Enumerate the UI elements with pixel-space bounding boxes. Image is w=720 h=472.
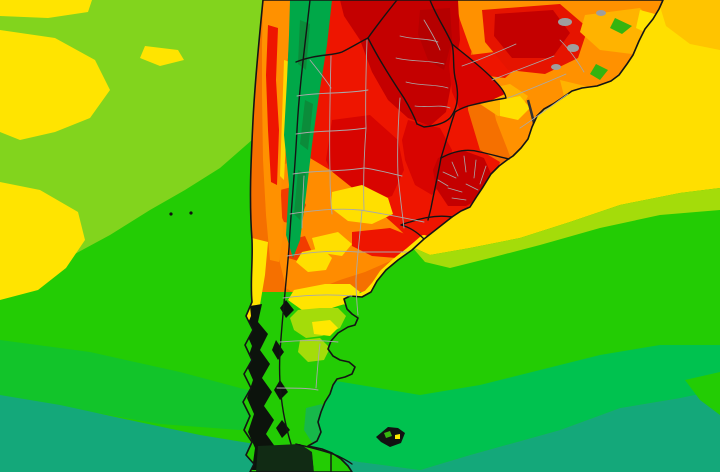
pacific-island-dot-west: [169, 212, 173, 216]
brazil-dark-red-core: [494, 10, 570, 58]
brazil-mesh-1: [461, 43, 517, 67]
brazil-mesh-4: [519, 93, 569, 129]
misiones-red: [449, 44, 505, 110]
tierra-del-fuego-green: [312, 450, 352, 472]
paraguay-mesh-1: [399, 35, 439, 43]
brazil-green-speck-2: [610, 18, 632, 34]
border-layer: [242, 0, 664, 472]
brazil-urban-gray-3: [551, 64, 561, 70]
border-bolivia-paraguay: [367, 0, 398, 39]
falklands-yellow-speck: [395, 434, 400, 439]
falkland-islands: [376, 427, 405, 447]
la-pampa-yellow-patch: [296, 248, 332, 272]
tierra-del-fuego-dark: [256, 444, 314, 472]
pacific-island-dot-east: [189, 211, 193, 215]
border-chile-argentina: [278, 0, 311, 445]
south-teal-zone: [0, 390, 720, 472]
rio-de-la-plata-shores: [400, 215, 453, 240]
falklands-landmass: [376, 427, 405, 447]
argentina-province-borders: [276, 39, 425, 391]
southern-andes-dark-icefields: [245, 304, 276, 470]
chubut-chartreuse-patch: [298, 338, 330, 362]
atacama-red-core: [266, 25, 279, 185]
pacific-yellow-patch-north: [0, 30, 110, 140]
uruguay-mesh: [437, 155, 487, 201]
paraguay-mesh-5: [423, 19, 441, 51]
border-argentina-bolivia: [295, 37, 369, 63]
border-argentina-brazil-misiones: [440, 43, 507, 159]
pacific-yellow-strip-top: [0, 0, 92, 18]
patagonia-yellow-speck: [312, 320, 338, 336]
uruguay-department-borders: [437, 155, 487, 201]
andes-dark-green-streak-2: [300, 100, 313, 150]
teal-zone-bright-wedge: [685, 372, 720, 415]
province-line-chubut: [315, 343, 321, 389]
province-line-v4-ba-west: [355, 209, 363, 316]
andes-dark-speck-1: [272, 340, 284, 360]
brazil-urban-gray-1: [558, 18, 572, 26]
province-line-san-luis: [301, 175, 305, 229]
brazil-state-borders: [461, 39, 585, 129]
north-patagonia-yellow-band: [288, 284, 360, 312]
uruguay-dark-red: [433, 150, 492, 206]
province-line-v2: [363, 39, 368, 211]
brazil-mesh-3: [507, 73, 567, 99]
province-line-h4: [289, 208, 425, 223]
atlantic-chartreuse-band: [412, 188, 720, 268]
atlantic-yellow-field: [412, 0, 720, 255]
province-line-h1: [296, 89, 369, 97]
buenos-aires-north-red-blob: [352, 228, 415, 258]
province-line-h6: [282, 294, 353, 299]
pacific-mid-green-band: [0, 340, 300, 430]
atlantic-amber-corner: [658, 0, 720, 50]
paraguay-department-borders: [395, 19, 451, 109]
andes-dark-green-streak-1: [298, 20, 310, 70]
falklands-green-speck: [384, 431, 392, 438]
border-uruguay-river: [427, 157, 442, 221]
paraguay-mesh-2: [395, 57, 445, 65]
brazil-urban-gray-2: [567, 44, 579, 52]
brazil-mesh-5: [559, 39, 585, 73]
province-line-v3: [397, 97, 405, 229]
paraguay-mesh-4: [414, 105, 451, 109]
buenos-aires-yellow-blob-1: [331, 185, 393, 224]
brazil-green-speck-1: [590, 64, 608, 80]
pacific-yellow-patch-south: [0, 182, 85, 300]
border-uruguay-brazil: [440, 149, 510, 160]
brazil-urban-gray-4: [596, 10, 606, 16]
brazil-mesh-2: [491, 55, 555, 81]
andes-dark-speck-3: [276, 420, 290, 438]
province-line-h8: [276, 387, 319, 391]
province-line-h7: [279, 340, 339, 343]
brazil-yellow-patch-1: [500, 96, 530, 120]
buenos-aires-yellow-blob-2: [312, 232, 352, 256]
border-argentina-paraguay-pilcomayo: [367, 37, 418, 125]
province-line-h2: [295, 127, 367, 135]
paraguay-mesh-3: [405, 81, 449, 89]
strait-of-magellan-and-tdf-border: [295, 443, 353, 472]
border-paraguay-east: [416, 0, 459, 128]
pacific-yellow-speck: [140, 46, 184, 66]
province-line-salta: [309, 59, 332, 89]
atlantic-emerald-zone: [250, 345, 720, 470]
andes-dark-green-streak-3: [294, 170, 306, 220]
